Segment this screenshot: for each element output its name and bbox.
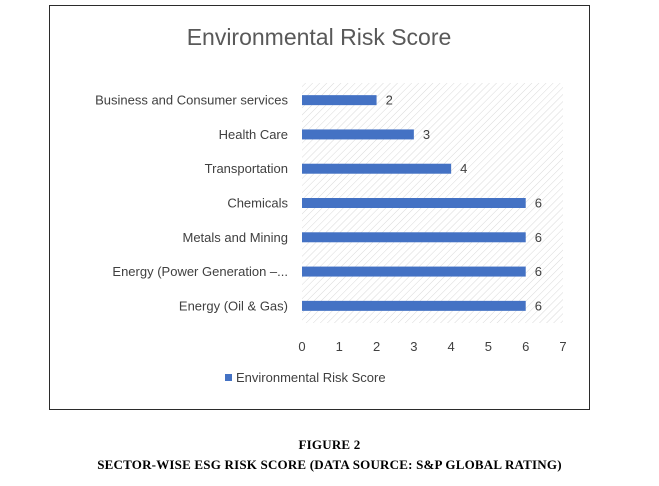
- data-label: 6: [535, 264, 542, 279]
- bar: [302, 232, 526, 243]
- x-tick-label: 2: [373, 339, 380, 354]
- bar: [302, 266, 526, 277]
- x-tick-label: 0: [298, 339, 305, 354]
- category-label: Energy (Oil & Gas): [179, 298, 288, 313]
- x-tick-label: 5: [485, 339, 492, 354]
- bar: [302, 95, 377, 106]
- category-label: Metals and Mining: [183, 230, 289, 245]
- category-label: Business and Consumer services: [95, 93, 288, 108]
- category-label: Transportation: [205, 161, 288, 176]
- category-label: Health Care: [219, 127, 288, 142]
- figure-frame: Environmental Risk Score Business and Con…: [49, 5, 590, 410]
- data-label: 6: [535, 298, 542, 313]
- bar: [302, 300, 526, 311]
- x-tick-label: 3: [410, 339, 417, 354]
- data-label: 6: [535, 196, 542, 211]
- data-label: 2: [386, 93, 393, 108]
- x-tick-label: 4: [448, 339, 455, 354]
- data-label: 3: [423, 127, 430, 142]
- category-label: Energy (Power Generation –...: [112, 264, 288, 279]
- bar: [302, 198, 526, 208]
- chart-title: Environmental Risk Score: [187, 24, 452, 50]
- legend-label: Environmental Risk Score: [236, 370, 386, 385]
- x-tick-label: 6: [522, 339, 529, 354]
- category-label: Chemicals: [227, 196, 288, 211]
- figure-caption-subtitle: SECTOR-WISE ESG RISK SCORE (DATA SOURCE:…: [97, 457, 562, 472]
- chart: Environmental Risk Score Business and Con…: [95, 24, 567, 385]
- x-tick-label: 7: [559, 339, 566, 354]
- bar: [302, 163, 452, 174]
- legend-swatch: [225, 374, 232, 381]
- figure-caption-label: FIGURE 2: [298, 437, 361, 452]
- data-label: 4: [460, 161, 467, 176]
- x-tick-label: 1: [336, 339, 343, 354]
- data-label: 6: [535, 230, 542, 245]
- bar: [302, 129, 414, 140]
